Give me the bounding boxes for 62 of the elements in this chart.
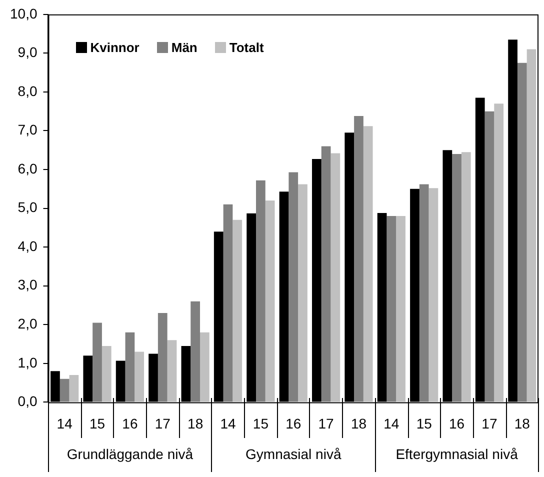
bar (223, 204, 233, 402)
y-tick-label: 8,0 (18, 82, 38, 99)
x-tick-label: 17 (482, 415, 498, 432)
bar (256, 180, 266, 402)
x-tick-label: 14 (56, 415, 73, 432)
bar (125, 332, 135, 402)
y-tick-label: 4,0 (18, 238, 38, 254)
x-tick-label: 15 (89, 415, 106, 432)
y-tick-label: 3,0 (18, 276, 38, 293)
y-tick-label: 9,0 (18, 44, 38, 60)
y-tick-label: 0,0 (18, 393, 38, 410)
x-tick-label: 14 (220, 415, 236, 432)
bar (298, 184, 308, 402)
x-tick-label: 18 (188, 415, 204, 432)
bar (102, 346, 112, 402)
legend-label: Totalt (229, 40, 264, 56)
legend-label: Kvinnor (90, 40, 140, 56)
text: Gymnasial nivå (246, 446, 342, 462)
y-tick-label: 7,0 (18, 122, 38, 138)
bar (288, 172, 298, 402)
bar (354, 116, 364, 402)
bar (92, 322, 102, 402)
bar (363, 126, 373, 402)
x-tick-label: 17 (154, 415, 171, 432)
bar (60, 378, 70, 402)
x-tick-label: 15 (416, 415, 432, 432)
text: Eftergymnasial nivå (396, 446, 518, 462)
bar (200, 332, 210, 402)
y-tick-label: 10,0 (10, 5, 38, 22)
bar (265, 200, 275, 402)
x-tick-label: 18 (514, 415, 530, 432)
x-tick-label: 16 (448, 415, 465, 432)
x-tick-label: 16 (122, 415, 138, 432)
y-tick-label: 2,0 (18, 316, 38, 332)
x-tick-label: 17 (318, 415, 334, 432)
bar (428, 188, 438, 402)
y-tick-label: 1,0 (18, 354, 38, 370)
x-tick-label: 14 (384, 415, 400, 432)
bar (386, 216, 396, 402)
bar (484, 111, 494, 402)
text: Grundläggande nivå (66, 446, 194, 462)
y-tick-label: 6,0 (18, 160, 38, 176)
bar (167, 340, 177, 402)
x-tick-label: 18 (350, 415, 367, 432)
bar (321, 146, 331, 402)
x-tick-label: 15 (252, 415, 269, 432)
x-tick-label: 16 (286, 415, 302, 432)
bar (517, 62, 527, 402)
bar (190, 301, 200, 402)
bar (330, 153, 340, 402)
bar (419, 184, 429, 402)
bar (134, 352, 144, 402)
bar (461, 152, 471, 402)
bar (526, 49, 536, 402)
bar (452, 154, 462, 402)
y-tick-label: 5,0 (18, 199, 38, 216)
bar (158, 313, 168, 402)
bar (396, 216, 406, 402)
bar (494, 104, 504, 402)
bar (232, 220, 242, 402)
legend-label: Män (171, 40, 198, 56)
bar (69, 375, 79, 402)
